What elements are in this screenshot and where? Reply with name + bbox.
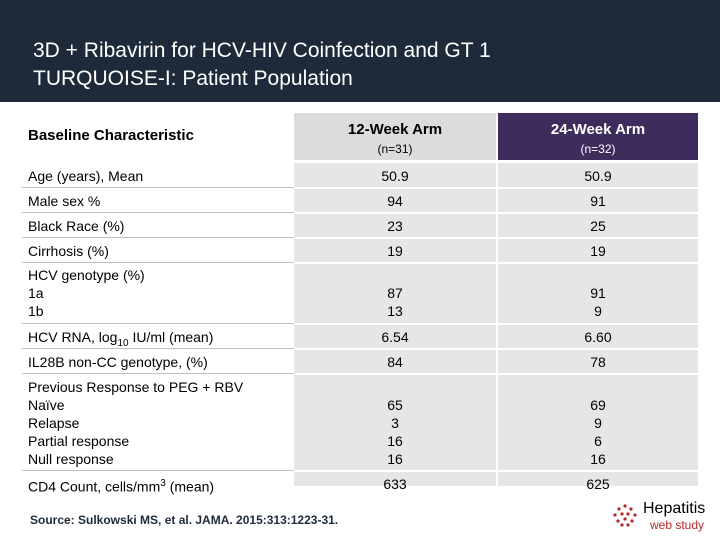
arm1-value: 23 xyxy=(387,218,403,234)
arm1-value: 19 xyxy=(387,243,403,259)
row-label-text: CD4 Count, cells/mm xyxy=(28,478,161,495)
arm-name: 12-Week Arm xyxy=(347,121,443,138)
arm2-value: 25 xyxy=(590,218,606,234)
arm1-value: 84 xyxy=(387,354,403,370)
row-separator xyxy=(294,212,698,214)
row-separator xyxy=(294,237,698,239)
arm2-value: 625 xyxy=(586,476,610,492)
row-label: CD4 Count, cells/mm3 (mean) xyxy=(28,475,214,496)
arm-name: 24-Week Arm xyxy=(550,121,646,138)
arm1-value: 87 13 xyxy=(387,285,403,319)
row-separator xyxy=(294,262,698,264)
arm2-value: 91 9 xyxy=(590,285,606,319)
label-divider xyxy=(22,212,294,213)
column-header-characteristic: Baseline Characteristic xyxy=(28,127,194,144)
row-label-subscript: 10 xyxy=(117,337,129,349)
row-label: Age (years), Mean xyxy=(28,168,144,184)
hepatitis-web-study-logo: Hepatitis web study xyxy=(610,498,714,534)
arm1-value: 65 3 16 16 xyxy=(387,397,403,467)
title-bar: 3D + Ribavirin for HCV-HIV Coinfection a… xyxy=(0,0,720,102)
arm1-value: 50.9 xyxy=(381,168,409,184)
label-divider xyxy=(22,262,294,263)
row-label: Black Race (%) xyxy=(28,218,125,234)
row-label: Cirrhosis (%) xyxy=(28,243,109,259)
row-label: HCV RNA, log10 IU/ml (mean) xyxy=(28,328,213,353)
arm2-value: 6.60 xyxy=(584,329,612,345)
arm1-value: 94 xyxy=(387,193,403,209)
row-label-text: (mean) xyxy=(165,478,215,495)
row-label: Previous Response to PEG + RBV Naïve Rel… xyxy=(28,379,244,467)
label-divider xyxy=(22,187,294,188)
arm-n: (n=32) xyxy=(580,142,616,156)
row-separator xyxy=(294,373,698,375)
source-citation: Source: Sulkowski MS, et al. JAMA. 2015:… xyxy=(30,513,339,527)
arm2-value: 91 xyxy=(590,193,606,209)
arm-n: (n=31) xyxy=(377,142,413,156)
label-divider xyxy=(22,348,294,349)
label-divider xyxy=(22,373,294,374)
arm2-value: 50.9 xyxy=(584,168,612,184)
row-separator xyxy=(294,348,698,350)
slide-title: 3D + Ribavirin for HCV-HIV Coinfection a… xyxy=(33,39,491,90)
arm-header-12-week: 12-Week Arm (n=31) xyxy=(294,113,496,160)
label-divider xyxy=(22,470,294,471)
row-separator xyxy=(294,323,698,325)
row-separator xyxy=(294,187,698,189)
arm1-value: 633 xyxy=(383,476,407,492)
arm2-value: 78 xyxy=(590,354,606,370)
logo-text-web-study: web study xyxy=(650,518,705,532)
logo-text-hepatitis: Hepatitis xyxy=(643,500,706,517)
row-label-text: HCV RNA, log xyxy=(28,329,118,345)
label-divider xyxy=(22,237,294,238)
arm-header-24-week: 24-Week Arm (n=32) xyxy=(498,113,698,160)
arm1-value: 6.54 xyxy=(381,329,409,345)
row-label-superscript: 3 xyxy=(160,478,166,489)
row-label: IL28B non-CC genotype, (%) xyxy=(28,354,208,370)
hepatitis-logo-icon xyxy=(613,504,637,527)
row-label: HCV genotype (%) 1a 1b xyxy=(28,267,145,319)
row-separator xyxy=(294,470,698,472)
arm2-value: 19 xyxy=(590,243,606,259)
row-label: Male sex % xyxy=(28,193,101,209)
row-label-text: IU/ml (mean) xyxy=(128,329,214,345)
label-divider xyxy=(22,323,294,324)
arm2-value: 69 9 6 16 xyxy=(590,397,606,467)
